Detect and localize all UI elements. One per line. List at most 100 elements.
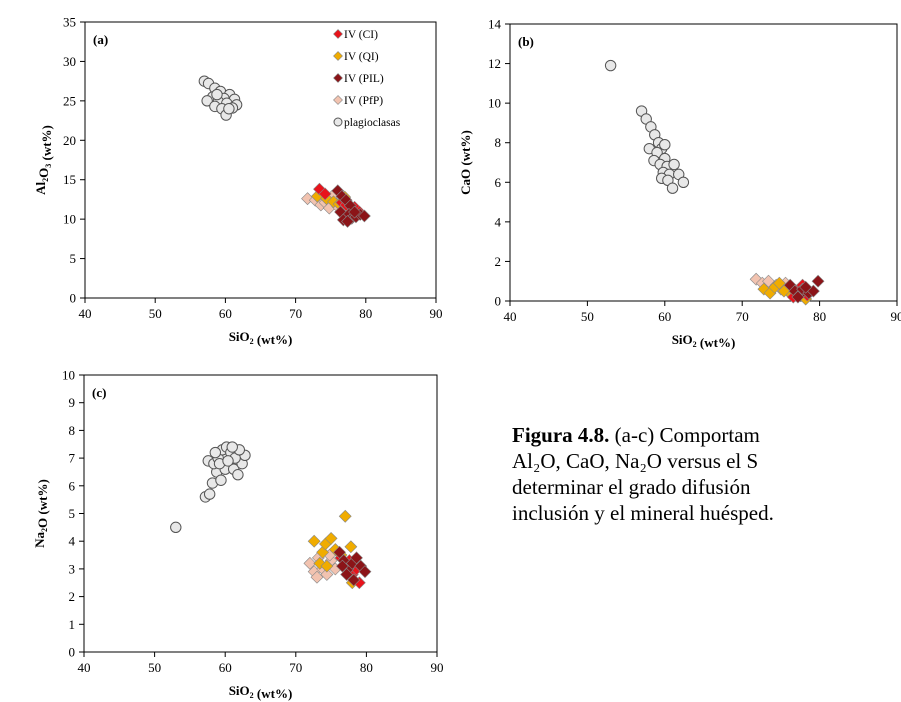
data-point-plagioclasa [668, 158, 680, 171]
data-point-inclusion [307, 534, 321, 548]
x-tick-label: 50 [581, 309, 594, 324]
y-tick-label: 4 [69, 534, 76, 549]
data-point-inclusion [324, 532, 338, 545]
data-point-plagioclasa [170, 521, 182, 534]
legend: IV (CI) IV (QI) IV (PIL) IV (PfP) plagioclas… [333, 29, 401, 129]
y-tick-label: 2 [495, 254, 502, 269]
label-span: wt [261, 332, 275, 347]
label-span: wt [261, 686, 275, 701]
data-point-plagioclasa [211, 88, 223, 101]
y-tick-label: 5 [69, 506, 76, 521]
label-span: wt [39, 142, 54, 156]
y-tick-label: 9 [69, 395, 76, 410]
label-subscript: 2 [250, 691, 254, 700]
y-tick-label: 25 [63, 93, 76, 108]
data-point-inclusion [344, 540, 358, 554]
figure-label: Figura 4.8. [512, 423, 610, 447]
data-point-inclusion [799, 280, 813, 294]
y-tick-label: 8 [69, 423, 76, 438]
x-tick-label: 40 [504, 309, 517, 324]
x-tick-label: 80 [813, 309, 826, 324]
y-axis-label: Al2O3 (wt%) [33, 125, 54, 195]
legend-label: IV (PIL) [344, 73, 384, 85]
label-subscript: 2 [693, 340, 697, 349]
data-point-inclusion [811, 274, 825, 288]
data-point-inclusion [320, 559, 334, 573]
data-point-plagioclasa [604, 59, 617, 72]
legend-marker [333, 117, 343, 127]
x-tick-label: 70 [736, 309, 749, 324]
data-point-inclusion [341, 215, 354, 228]
x-tick-label: 90 [430, 306, 443, 321]
plot-area-frame [83, 374, 438, 653]
label-span: ( [35, 510, 50, 518]
panel-label: (c) [92, 385, 106, 400]
data-point-plagioclasa [215, 474, 227, 486]
data-point-plagioclasa [677, 176, 690, 188]
y-tick-label: 35 [63, 15, 76, 30]
legend-label: IV (QI) [344, 51, 379, 63]
y-tick-label: 12 [488, 56, 501, 71]
legend-marker [333, 95, 343, 105]
data-point-plagioclasa [659, 138, 671, 151]
label-span: SiO [229, 683, 250, 698]
x-axis-label: SiO2 (wt%) [672, 332, 736, 350]
caption-line-4: inclusión y el mineral huésped. [512, 501, 774, 525]
x-tick-label: 70 [289, 660, 302, 675]
data-point-inclusion [772, 276, 786, 290]
label-span: CaO [458, 169, 473, 195]
label-span: Na [32, 531, 47, 547]
y-tick-label: 0 [70, 291, 77, 306]
data-point-inclusion [348, 205, 361, 219]
caption-line-2: Al₂O, CaO, Na₂O versus el S [512, 449, 759, 473]
panel-label: (a) [93, 32, 108, 47]
label-span: Al [33, 182, 48, 195]
y-tick-label: 8 [495, 135, 502, 150]
x-tick-label: 60 [658, 309, 671, 324]
data-point-plagioclasa [223, 103, 235, 115]
label-span: SiO [229, 329, 250, 344]
caption-line-3: determinar el grado difusión [512, 475, 751, 499]
x-tick-label: 60 [219, 306, 232, 321]
y-tick-label: 2 [69, 589, 76, 604]
series-plagioclasas [170, 441, 251, 534]
plot-area-frame [84, 21, 437, 299]
series-plagioclasas [198, 75, 243, 121]
x-tick-label: 90 [891, 309, 901, 324]
label-span: %) [458, 130, 473, 147]
y-tick-label: 10 [488, 96, 501, 111]
y-tick-label: 6 [69, 478, 76, 493]
y-tick-label: 20 [63, 133, 76, 148]
legend-marker [333, 73, 343, 83]
y-tick-label: 10 [62, 368, 75, 383]
label-subscript: 2 [250, 337, 254, 346]
y-tick-label: 15 [63, 172, 76, 187]
x-tick-label: 40 [79, 306, 92, 321]
label-span: %) [275, 332, 292, 347]
data-point-plagioclasa [209, 446, 222, 459]
data-point-inclusion [340, 568, 354, 581]
x-tick-label: 60 [219, 660, 232, 675]
legend-marker [333, 29, 343, 39]
figure-caption: Figura 4.8. (a-c) Comportam Al₂O, CaO, N… [512, 422, 901, 526]
legend-label: plagioclasas [344, 117, 401, 129]
data-point-inclusion [357, 209, 371, 223]
label-span: %) [275, 686, 292, 701]
data-point-plagioclasa [232, 469, 244, 481]
data-point-inclusion [318, 187, 332, 201]
label-subscript: 3 [44, 164, 53, 168]
y-tick-label: 1 [69, 617, 76, 632]
x-tick-label: 50 [149, 306, 162, 321]
legend-label: IV (CI) [344, 29, 378, 41]
label-span: ( [254, 332, 262, 347]
y-tick-label: 6 [495, 175, 502, 190]
x-tick-label: 70 [289, 306, 302, 321]
data-point-inclusion [338, 509, 352, 523]
x-tick-label: 80 [360, 660, 373, 675]
y-tick-label: 14 [488, 17, 502, 32]
label-span: O [36, 168, 51, 178]
y-tick-label: 0 [69, 645, 76, 660]
